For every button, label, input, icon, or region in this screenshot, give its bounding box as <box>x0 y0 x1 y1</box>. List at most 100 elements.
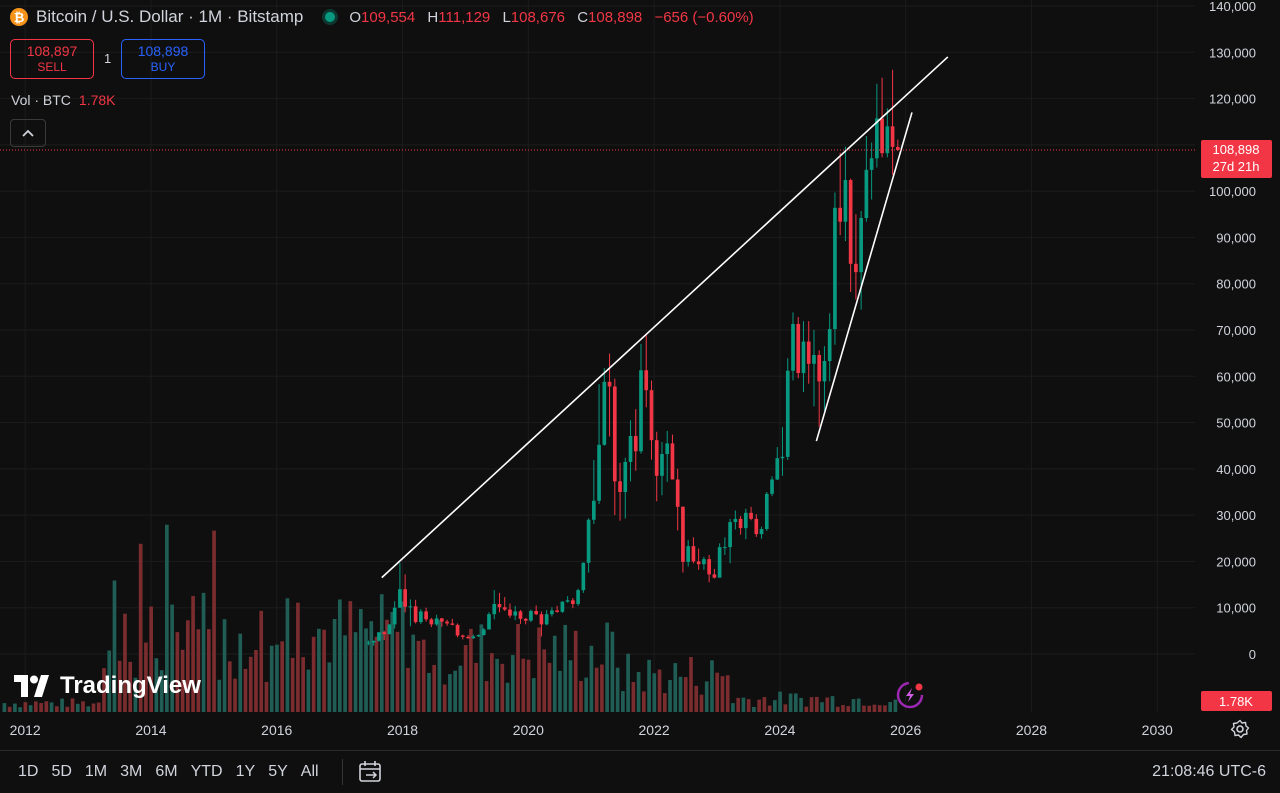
range-all[interactable]: All <box>300 763 319 780</box>
volume-bar <box>75 703 80 712</box>
volume-bar <box>379 594 384 712</box>
volume-bar <box>28 705 33 712</box>
time-range-selector: 1D 5D 1M 3M 6M YTD 1Y 5Y All <box>18 763 332 781</box>
candle-body <box>591 500 596 520</box>
price-axis: 0 10,000 20,000 30,000 40,000 50,000 60,000 70,… <box>1209 0 1256 662</box>
candle-body <box>644 370 649 391</box>
candle-body <box>838 207 843 222</box>
candle-body <box>833 207 837 330</box>
time-axis: 2012 2014 2016 2018 2020 2022 2024 2026 2028 2030 <box>10 722 1173 738</box>
candle-body <box>408 606 413 608</box>
candle-body <box>660 454 664 476</box>
range-6m[interactable]: 6M <box>155 763 178 780</box>
range-1m[interactable]: 1M <box>84 763 108 780</box>
volume-bar <box>872 704 877 712</box>
volume-bar <box>893 699 898 712</box>
candle-body <box>607 381 612 387</box>
volume-bar <box>348 601 353 712</box>
volume-bar <box>867 705 872 712</box>
order-quantity[interactable]: 1 <box>104 51 112 66</box>
range-3m[interactable]: 3M <box>120 763 143 780</box>
range-5y[interactable]: 5Y <box>268 763 288 780</box>
volume-bar <box>196 629 201 712</box>
range-5d[interactable]: 5D <box>51 763 72 780</box>
volume-bar <box>851 699 856 712</box>
candle-body <box>565 600 570 602</box>
volume-bar <box>552 635 557 712</box>
volume-bar <box>783 704 788 712</box>
symbol-title[interactable]: Bitcoin / U.S. Dollar · 1M · Bitstamp <box>36 7 304 26</box>
candle-body <box>434 618 439 625</box>
volume-bar <box>227 661 232 712</box>
candle-body <box>586 519 591 563</box>
volume-bar <box>432 664 437 712</box>
volume-bar <box>678 676 683 712</box>
volume-bar <box>296 602 300 712</box>
candle-body <box>523 618 528 621</box>
volume-bar <box>862 705 866 712</box>
volume-bar <box>757 699 761 712</box>
candle-body <box>502 607 507 610</box>
trendline[interactable] <box>815 112 913 442</box>
candle-body <box>534 610 539 615</box>
tradingview-logo[interactable]: TradingView <box>14 672 201 700</box>
candle-body <box>686 546 691 562</box>
candle-body <box>424 611 428 620</box>
collapse-legend-button[interactable] <box>10 119 46 147</box>
date-range-button[interactable] <box>358 760 384 789</box>
candle-body <box>864 169 869 218</box>
high-value: 111,129 <box>438 8 491 26</box>
volume-bar <box>13 703 17 712</box>
volume-bar <box>448 674 452 712</box>
volume-bar <box>673 663 678 712</box>
volume-bar <box>353 632 358 712</box>
volume-bar <box>154 658 159 712</box>
chart-settings-button[interactable] <box>1230 719 1250 744</box>
volume-legend[interactable]: Vol · BTC 1.78K <box>11 92 116 108</box>
volume-bar <box>547 662 552 712</box>
trendline[interactable] <box>381 56 949 579</box>
buy-price: 108,898 <box>137 43 189 59</box>
candle-body <box>597 444 601 501</box>
volume-bar <box>773 700 777 712</box>
volume-tag: 1.78K <box>1201 691 1272 711</box>
candle-body <box>654 440 659 476</box>
volume-bar <box>584 677 589 712</box>
candle-body <box>738 518 743 529</box>
volume-bar <box>510 655 515 712</box>
last-price-value: 108,898 <box>1213 142 1260 157</box>
lightning-icon[interactable] <box>896 681 924 709</box>
volume-bar <box>605 622 609 712</box>
candle-body <box>466 636 470 639</box>
volume-bar <box>406 667 410 712</box>
live-dot-icon <box>325 12 336 22</box>
candle-body <box>770 479 774 494</box>
buy-button[interactable]: 108,898 BUY <box>121 39 205 79</box>
range-ytd[interactable]: YTD <box>190 763 223 780</box>
sell-button[interactable]: 108,897 SELL <box>10 39 94 79</box>
close-label: C <box>577 8 589 26</box>
open-label: O <box>349 8 362 26</box>
candle-body <box>764 493 769 530</box>
toolbar-divider <box>342 759 343 785</box>
volume-bar <box>144 642 148 712</box>
range-1y[interactable]: 1Y <box>235 763 256 780</box>
candle-body <box>639 370 643 452</box>
range-1d[interactable]: 1D <box>18 763 39 780</box>
volume-bar <box>537 627 541 712</box>
volume-bar <box>809 697 814 712</box>
candle-body <box>513 611 518 616</box>
price-chart[interactable]: 0 10,000 20,000 30,000 40,000 50,000 60,000 70,… <box>0 0 1280 750</box>
trendlines <box>381 56 949 579</box>
candle-body <box>817 354 822 382</box>
volume-bar <box>322 629 326 712</box>
volume-bar <box>856 698 861 712</box>
candle-body <box>419 611 423 623</box>
bottom-toolbar: 1D 5D 1M 3M 6M YTD 1Y 5Y All 21:08:46 UT… <box>0 750 1280 793</box>
candle-body <box>712 574 717 578</box>
y-tick-label: 70,000 <box>1216 323 1256 338</box>
volume-bar <box>201 592 206 712</box>
utc-clock[interactable]: 21:08:46 UTC-6 <box>1152 763 1266 780</box>
volume-bar <box>652 673 657 712</box>
candle-body <box>801 341 806 374</box>
